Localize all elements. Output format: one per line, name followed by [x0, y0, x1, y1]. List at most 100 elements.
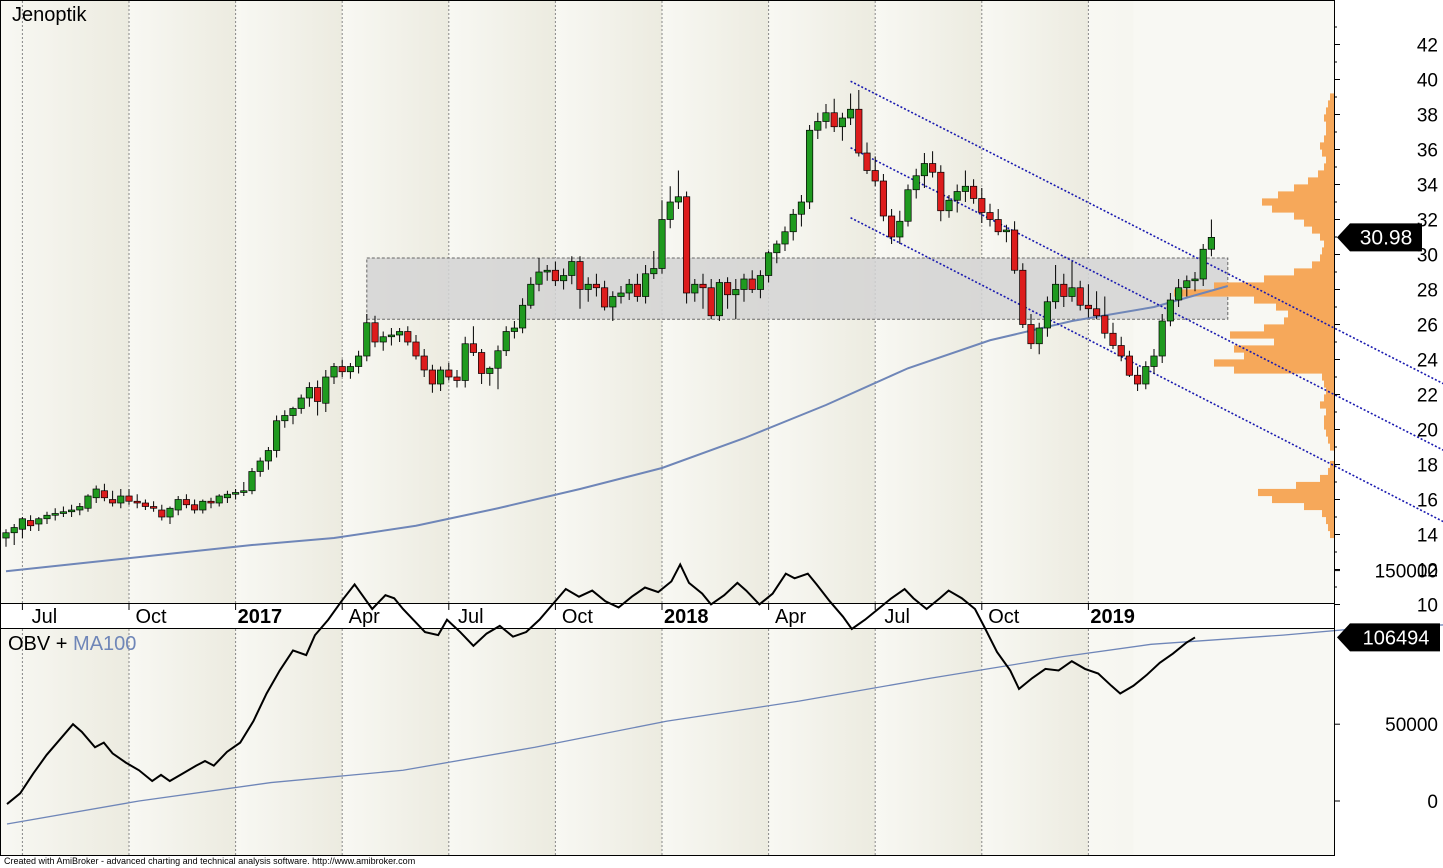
candle-body — [1150, 355, 1158, 367]
candle-body — [141, 502, 149, 507]
obv-title-plus: + — [50, 633, 73, 655]
volume-profile-bar — [1272, 495, 1334, 504]
candle-body — [322, 376, 330, 404]
candle-body — [256, 460, 264, 472]
candle-body — [551, 269, 559, 282]
candle-body — [1158, 320, 1166, 357]
candle-body — [1175, 287, 1183, 301]
candle-body — [84, 495, 92, 509]
candle-body — [732, 289, 740, 296]
channel-line — [850, 80, 1443, 385]
candle-body — [1035, 327, 1043, 345]
obv-last-value-label: 106494 — [1363, 627, 1430, 649]
candle-body — [871, 170, 879, 182]
candle-body — [461, 343, 469, 381]
obv-title-ma: MA100 — [73, 633, 136, 655]
candle-body — [437, 369, 445, 385]
candle-body — [182, 499, 190, 506]
y-tick-label: 20 — [1417, 421, 1438, 442]
candle-body — [174, 499, 182, 511]
volume-profile-bar — [1294, 268, 1334, 276]
candle-body — [1101, 315, 1109, 334]
candle-body — [35, 518, 43, 525]
obv-last-value-tag: 106494 — [1337, 623, 1440, 652]
candle-body — [297, 397, 305, 409]
obv-time-band — [235, 629, 343, 855]
candle-body — [445, 369, 453, 378]
candle-body — [519, 304, 527, 329]
volume-profile-bar — [1214, 359, 1334, 367]
volume-profile-bar — [1308, 177, 1334, 185]
candle-body — [674, 196, 682, 203]
candle-body — [855, 108, 863, 154]
y-tick-label: 26 — [1417, 316, 1438, 337]
x-axis-strip — [0, 603, 1335, 629]
volume-profile-bar — [1294, 184, 1334, 192]
candle-body — [1060, 283, 1068, 297]
candle-body — [281, 415, 289, 422]
obv-gridlines — [21, 629, 1089, 855]
x-tick-label: Oct — [988, 606, 1020, 628]
candle-body — [830, 112, 838, 128]
candle-body — [191, 504, 199, 511]
y-tick-label: 32 — [1417, 211, 1438, 232]
y-tick-label: 24 — [1417, 351, 1439, 372]
candle-body — [601, 287, 609, 308]
volume-profile-bar — [1296, 481, 1334, 490]
candle-body — [240, 490, 248, 493]
obv-title: OBV + MA100 — [8, 633, 136, 655]
volume-profile-bar — [1330, 93, 1334, 101]
y-tick-label: 12 — [1417, 561, 1438, 582]
obv-time-band — [662, 629, 769, 855]
candle-body — [929, 163, 937, 173]
volume-profile-bar — [1328, 100, 1334, 108]
obv-time-band — [875, 629, 982, 855]
candle-body — [2, 532, 10, 539]
obv-time-band — [448, 629, 556, 855]
candle-body — [666, 201, 674, 220]
volume-profile-bar — [1214, 282, 1334, 290]
candle-body — [650, 268, 658, 275]
candle-body — [560, 275, 568, 282]
volume-profile-bar — [1234, 345, 1334, 353]
candle-body — [420, 355, 428, 371]
candle-body — [625, 283, 633, 294]
volume-profile-bar — [1234, 366, 1334, 374]
y-tick-label: 36 — [1417, 141, 1438, 162]
candle-body — [822, 112, 830, 122]
candle-body — [1117, 345, 1125, 357]
candle-body — [609, 296, 617, 308]
candle-body — [1183, 280, 1191, 289]
y-tick-label: 42 — [1417, 36, 1438, 57]
candle-body — [494, 350, 502, 369]
footer-credit: Created with AmiBroker - advanced charti… — [4, 856, 415, 866]
x-tick-label: 2017 — [238, 606, 283, 628]
volume-profile-bar — [1274, 338, 1334, 346]
candle-body — [994, 219, 1002, 233]
volume-profile-bar — [1304, 502, 1334, 511]
volume-profile-bar — [1326, 429, 1334, 437]
candle-body — [68, 509, 76, 513]
candle-body — [699, 283, 707, 289]
volume-profile-bar — [1322, 149, 1334, 157]
volume-profile-bar — [1326, 128, 1334, 136]
obv-time-band — [129, 629, 236, 855]
candle-body — [1076, 287, 1084, 306]
candle-body — [715, 282, 723, 317]
candle-body — [1011, 229, 1019, 271]
volume-profile-bar — [1294, 212, 1334, 220]
candle-body — [166, 507, 174, 518]
obv-time-band — [768, 629, 876, 855]
channel-line — [850, 217, 1443, 523]
candle-body — [797, 201, 805, 215]
candle-body — [1142, 366, 1150, 385]
obv-title-obv: OBV — [8, 633, 51, 655]
x-tick-label: 2019 — [1090, 606, 1135, 628]
candle-body — [1109, 332, 1117, 346]
obv-time-band — [342, 629, 449, 855]
volume-profile-bar — [1264, 275, 1334, 283]
candle-body — [59, 511, 67, 514]
obv-panel: OBV + MA100 150000 50000 0 106494 — [0, 562, 1443, 856]
volume-profile-bar — [1304, 219, 1334, 227]
